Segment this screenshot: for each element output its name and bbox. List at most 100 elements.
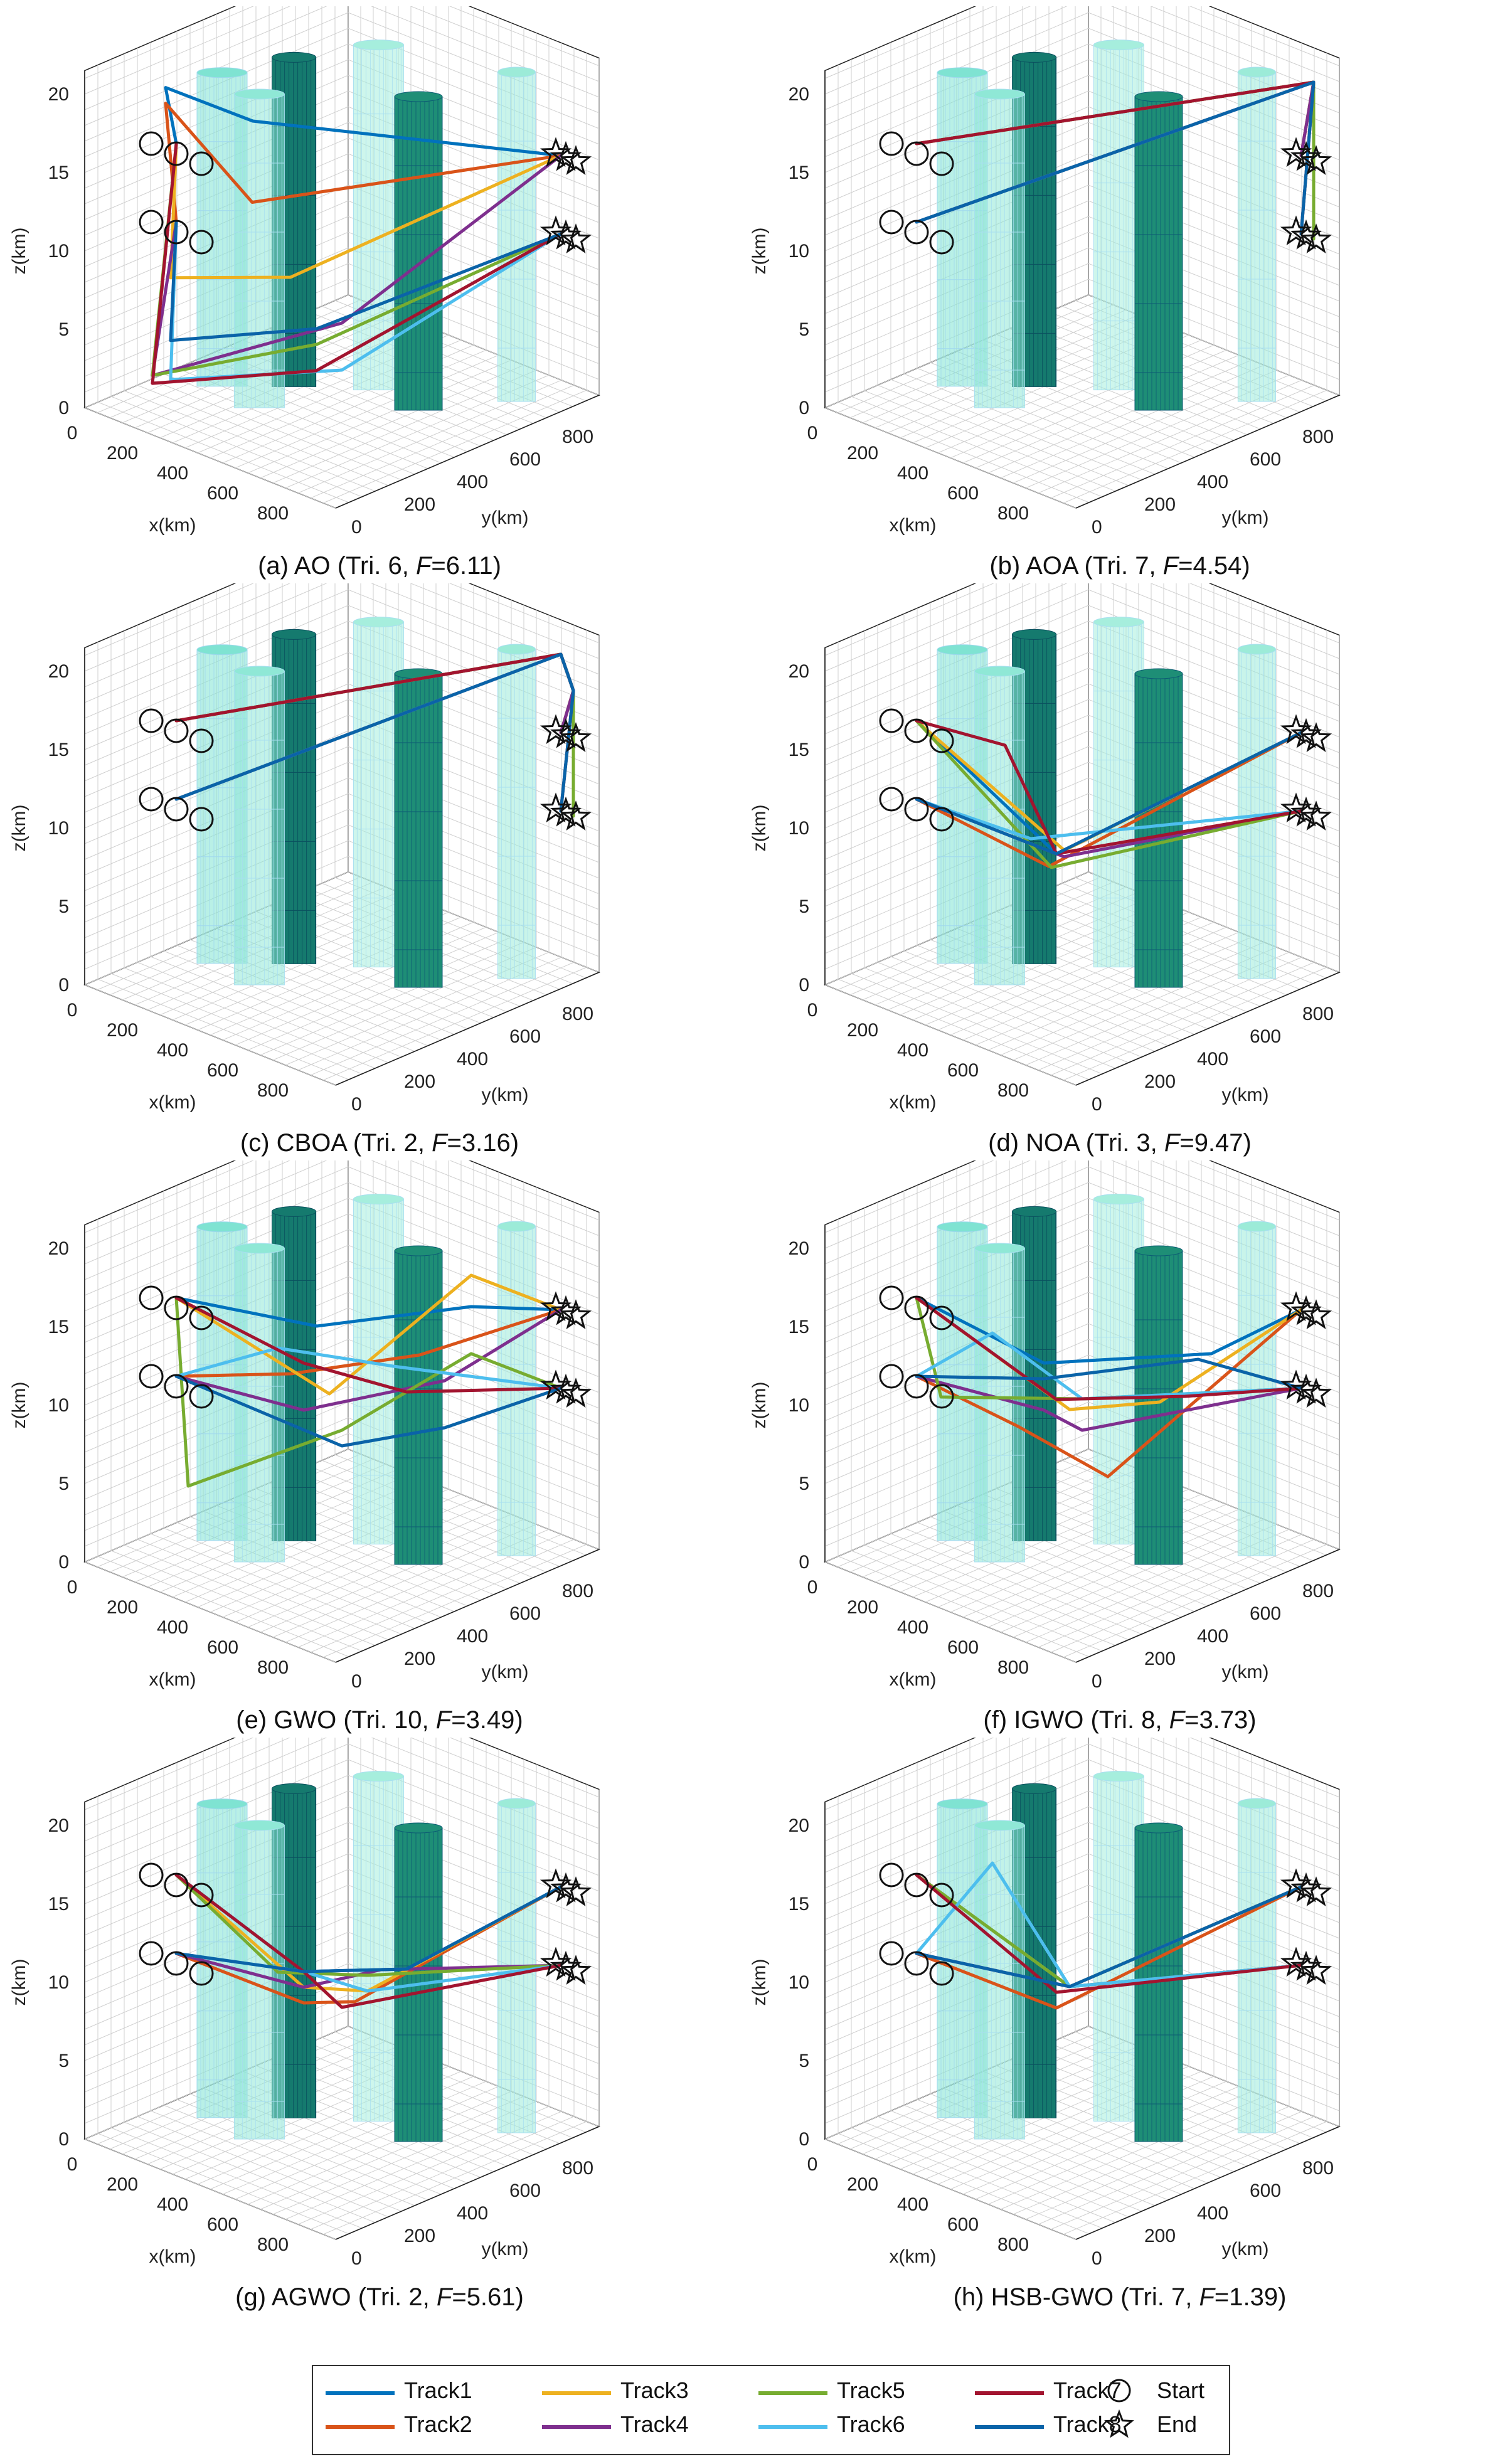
y-tick-label: 600 (509, 1026, 541, 1047)
start-marker (879, 1364, 904, 1389)
x-tick-label: 800 (997, 1657, 1029, 1678)
y-tick-label: 800 (562, 2158, 593, 2179)
end-marker (1300, 1955, 1332, 1985)
chart-c: 0510152002004006008000200400600800z(km)x… (9, 583, 600, 1115)
z-tick-label: 10 (789, 241, 809, 262)
start-marker (929, 230, 954, 255)
track-line-track8 (169, 220, 563, 343)
z-tick-label: 10 (48, 818, 69, 839)
start-marker (189, 728, 214, 753)
panel-f: 0 5 10 15 20 0 200 400 600 800 0 200 400 600 800 z(km) x… (750, 1160, 1490, 1744)
start-marker (879, 1285, 904, 1310)
track-line-track8 (915, 1885, 1303, 1989)
y-tick-label: 800 (1302, 1004, 1334, 1024)
y-tick-label: 400 (457, 1626, 488, 1647)
chart-a: 0510152002004006008000200400600800z(km)x… (9, 6, 600, 538)
start-marker (929, 151, 954, 176)
track-line-track7 (174, 1873, 563, 2009)
x-tick-label: 400 (157, 463, 188, 484)
x-tick-label: 0 (67, 1000, 78, 1021)
z-tick-label: 15 (48, 1317, 69, 1337)
start-marker (139, 1364, 164, 1389)
start-marker (904, 141, 929, 166)
y-tick-label: 400 (1197, 1626, 1228, 1647)
z-tick-label: 15 (48, 162, 69, 183)
start-marker (164, 797, 189, 822)
z-tick-label: 5 (799, 2051, 809, 2071)
end-marker (1280, 1291, 1312, 1322)
x-tick-label: 200 (107, 1020, 138, 1041)
y-tick-label: 600 (509, 449, 541, 470)
end-marker (1300, 1378, 1332, 1408)
panel-caption: (g) AGWO (Tri. 2, F=5.61) (235, 2283, 524, 2311)
x-tick-label: 400 (897, 1617, 928, 1638)
track-line-track7 (174, 1296, 563, 1394)
x-tick-label: 200 (107, 443, 138, 464)
end-marker (540, 714, 572, 745)
y-tick-label: 800 (562, 1004, 593, 1024)
start-legend-icon (1107, 2379, 1131, 2403)
z-tick-label: 0 (58, 398, 69, 418)
y-tick-label: 0 (1092, 517, 1102, 538)
start-marker (139, 210, 164, 235)
track-line-track7 (915, 1296, 1303, 1401)
z-tick-label: 15 (48, 740, 69, 760)
legend-swatch (975, 2391, 1044, 2395)
x-tick-label: 800 (257, 1080, 289, 1101)
y-tick-label: 200 (1144, 1071, 1176, 1092)
chart-g: 0510152002004006008000200400600800z(km)x… (9, 1738, 600, 2269)
end-marker (540, 215, 572, 246)
start-marker (929, 728, 954, 753)
start-marker (929, 1961, 954, 1986)
y-tick-label: 200 (404, 1071, 435, 1092)
z-axis-label: z(km) (750, 1382, 770, 1429)
start-marker (189, 1384, 214, 1409)
end-marker (1280, 714, 1312, 745)
end-marker (540, 1868, 572, 1899)
start-marker (904, 1951, 929, 1976)
obstacle-cylinder (1134, 668, 1183, 988)
start-marker (879, 708, 904, 733)
x-tick-label: 400 (157, 2194, 188, 2215)
start-marker (139, 1285, 164, 1310)
x-axis-label: x(km) (149, 1092, 196, 1113)
x-tick-label: 600 (207, 2214, 238, 2235)
legend-label: Track7 (1053, 2377, 1122, 2403)
x-tick-label: 400 (897, 463, 928, 484)
x-tick-label: 400 (157, 1617, 188, 1638)
z-axis-label: z(km) (750, 228, 770, 275)
track-line-track1 (174, 1296, 563, 1328)
start-marker (879, 210, 904, 235)
y-tick-label: 600 (1250, 449, 1281, 470)
track-line-track2 (174, 1885, 563, 2005)
y-axis-label: y(km) (482, 2239, 529, 2260)
obstacle-cylinder (974, 88, 1025, 408)
track-line-track8 (915, 1357, 1303, 1390)
start-marker (189, 1961, 214, 1986)
track-line-track4 (151, 154, 563, 378)
end-marker (1300, 1876, 1332, 1906)
z-tick-label: 10 (789, 1972, 809, 1993)
y-axis-label: y(km) (482, 1662, 529, 1682)
legend-label: Track6 (837, 2411, 905, 2437)
end-marker (560, 1378, 592, 1408)
x-tick-label: 200 (847, 443, 878, 464)
track-line-track5 (174, 1296, 563, 1488)
y-tick-label: 200 (1144, 2226, 1176, 2246)
track-line-track7 (915, 1873, 1303, 1994)
y-axis-label: y(km) (482, 507, 529, 528)
x-axis-label: x(km) (890, 1669, 937, 1690)
track-line-track8 (915, 731, 1303, 856)
z-tick-label: 20 (48, 1238, 69, 1259)
x-tick-label: 600 (207, 483, 238, 504)
track-line-track1 (164, 86, 563, 157)
x-tick-label: 600 (947, 2214, 979, 2235)
legend-label: Track3 (620, 2377, 689, 2403)
x-tick-label: 400 (157, 1040, 188, 1061)
panel-e: 0 5 10 15 20 0 200 400 600 800 0 200 400 600 800 z(km) x… (9, 1160, 750, 1744)
end-marker (1290, 1950, 1322, 1981)
end-marker (1290, 1872, 1322, 1903)
track-line-track4 (174, 1308, 563, 1412)
end-marker (550, 796, 582, 827)
z-tick-label: 5 (799, 896, 809, 917)
